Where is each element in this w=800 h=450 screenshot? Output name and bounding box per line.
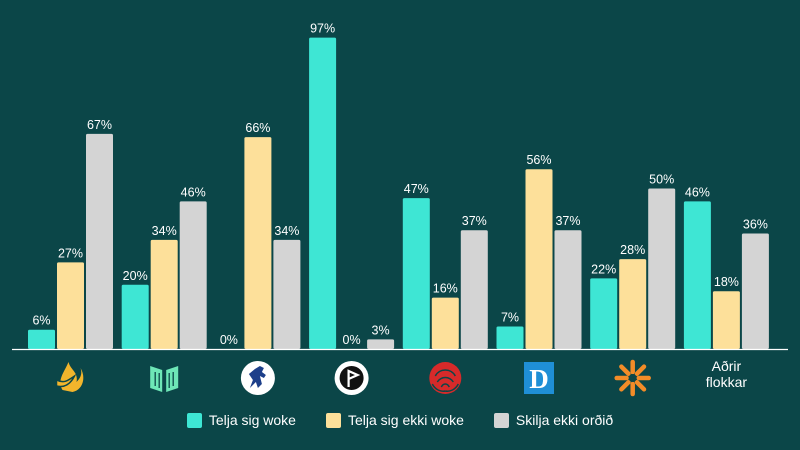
bar-2-series-3 [179,201,207,349]
bar-1-series-3 [86,133,113,349]
value-label-4-series-1: 97% [310,22,335,36]
value-label-3-series-2: 66% [245,121,270,135]
bar-3-series-3 [273,239,301,349]
category-label-8-line-1: Aðrir [712,358,742,374]
value-label-1-series-2: 27% [58,246,83,260]
value-label-8-series-1: 46% [685,185,710,199]
legend-item-dont-understand: Skilja ekki orðið [493,412,614,428]
bar-3-series-2 [244,137,272,349]
value-label-8-series-2: 18% [714,275,739,289]
svg-text:D: D [529,364,549,394]
value-label-6-series-2: 56% [526,153,551,167]
bar-2-series-1 [121,284,149,349]
sun-burst-icon [614,359,651,397]
legend-label-not-woke: Telja sig ekki woke [347,412,464,428]
bar-7-series-1 [590,278,618,349]
legend-swatch-woke [186,412,202,428]
value-label-5-series-1: 47% [404,182,429,196]
bar-8-series-1 [683,201,711,349]
d-logo-icon: D [524,362,554,394]
value-label-7-series-2: 28% [620,243,645,257]
legend-swatch-not-woke [325,412,341,428]
bar-5-series-1 [402,198,430,349]
bar-5-series-2 [431,297,459,349]
bar-1-series-1 [28,329,55,349]
value-label-6-series-1: 7% [501,311,519,325]
value-label-2-series-3: 46% [181,185,206,199]
book-icon [150,366,179,392]
bar-8-series-2 [712,291,740,349]
value-label-2-series-2: 34% [152,224,177,238]
bar-2-series-2 [150,239,178,349]
rose-icon [429,362,462,394]
legend-item-woke: Telja sig woke [186,412,296,428]
value-label-5-series-3: 37% [462,214,487,228]
bar-1-series-2 [57,262,84,349]
value-label-7-series-3: 50% [649,173,674,187]
horse-icon [240,361,275,395]
value-label-3-series-1: 0% [220,333,238,347]
bar-5-series-3 [460,230,488,349]
value-label-1-series-1: 6% [32,314,50,328]
bar-6-series-1 [496,326,524,349]
bar-6-series-2 [525,169,553,349]
value-label-4-series-3: 3% [372,323,390,337]
bar-7-series-2 [619,259,647,349]
bar-7-series-3 [648,188,676,349]
value-label-3-series-3: 34% [274,224,299,238]
value-label-7-series-1: 22% [591,262,616,276]
bar-6-series-3 [554,230,582,349]
value-label-8-series-3: 36% [743,217,768,231]
legend-item-not-woke: Telja sig ekki woke [325,412,464,428]
legend-label-dont-understand: Skilja ekki orðið [515,412,614,428]
legend-label-woke: Telja sig woke [208,412,296,428]
legend: Telja sig woke Telja sig ekki woke Skilj… [0,412,800,428]
value-label-4-series-2: 0% [343,333,361,347]
category-label-8-line-2: flokkar [706,374,748,390]
bar-4-series-3 [367,339,395,349]
bar-4-series-1 [309,37,337,349]
value-label-5-series-2: 16% [433,282,458,296]
value-label-1-series-3: 67% [87,118,112,132]
flame-dove-icon [55,362,84,392]
value-label-2-series-1: 20% [123,269,148,283]
value-label-6-series-3: 37% [555,214,580,228]
legend-swatch-dont-understand [493,412,509,428]
bar-8-series-3 [741,233,769,349]
pirate-flag-icon [334,361,369,395]
